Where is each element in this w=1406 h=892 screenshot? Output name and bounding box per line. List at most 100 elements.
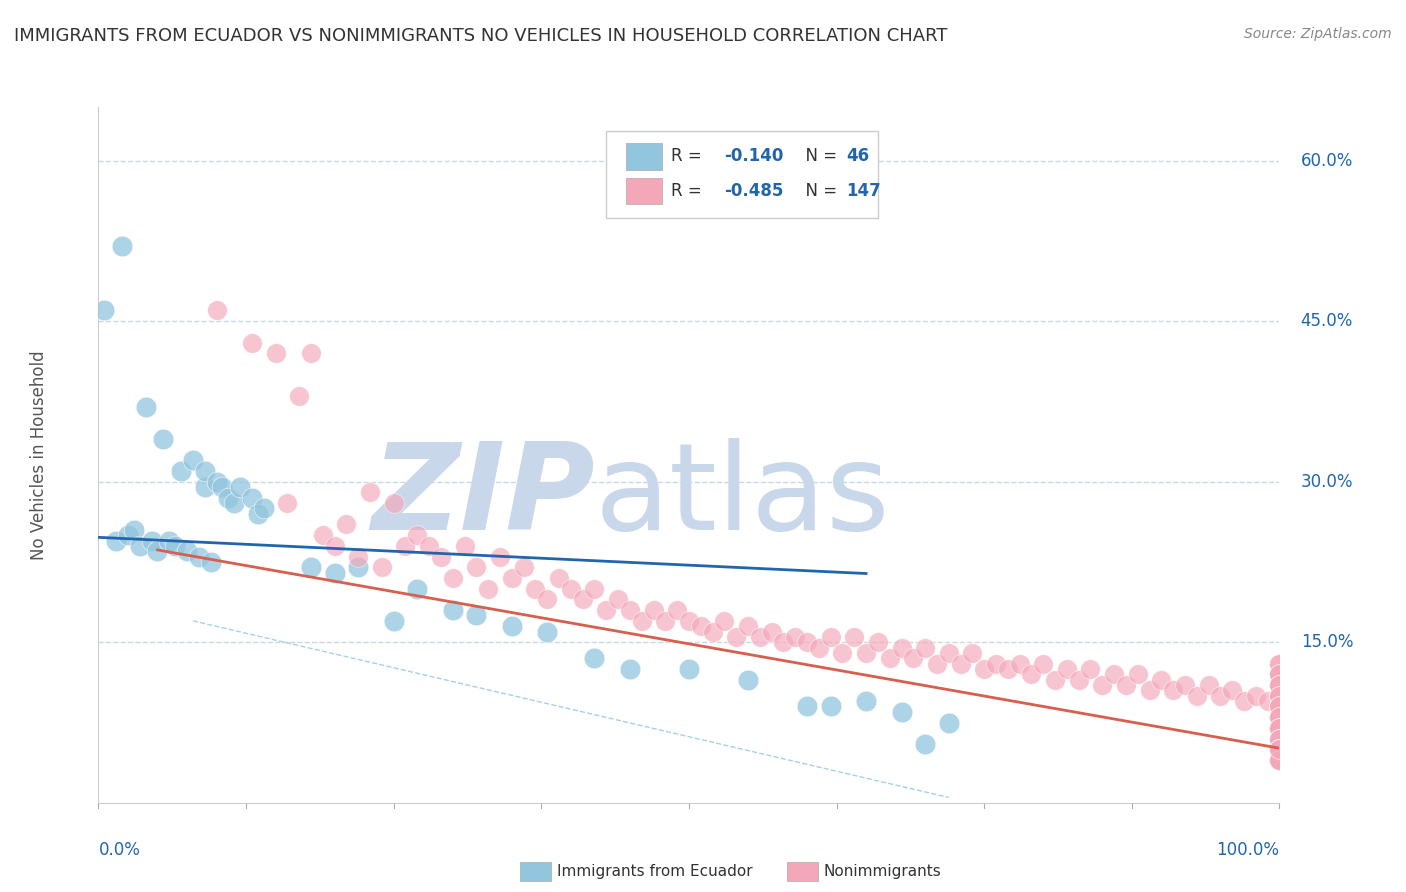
Point xyxy=(1220,683,1243,698)
FancyBboxPatch shape xyxy=(606,131,877,219)
Point xyxy=(181,453,204,467)
Text: R =: R = xyxy=(671,182,707,200)
Point xyxy=(903,651,925,665)
Point xyxy=(1198,678,1220,692)
Point xyxy=(1268,678,1291,692)
Point xyxy=(1268,678,1291,692)
Point xyxy=(93,303,115,318)
Point xyxy=(1268,742,1291,756)
Point xyxy=(1268,753,1291,767)
Point xyxy=(1268,667,1291,681)
Text: -0.485: -0.485 xyxy=(724,182,783,200)
Point xyxy=(1268,753,1291,767)
Point xyxy=(785,630,807,644)
Point xyxy=(855,694,877,708)
Text: 30.0%: 30.0% xyxy=(1301,473,1353,491)
Text: Immigrants from Ecuador: Immigrants from Ecuador xyxy=(557,864,752,879)
Point xyxy=(1268,721,1291,735)
Text: No Vehicles in Household: No Vehicles in Household xyxy=(31,350,48,560)
Point xyxy=(1268,731,1291,746)
Point xyxy=(1268,753,1291,767)
Point xyxy=(1268,721,1291,735)
Point xyxy=(240,335,263,350)
Point xyxy=(619,662,641,676)
Point xyxy=(1268,721,1291,735)
Point xyxy=(418,539,440,553)
Point xyxy=(914,640,936,655)
Point xyxy=(595,603,617,617)
Point xyxy=(1032,657,1054,671)
Point xyxy=(299,346,322,360)
Point xyxy=(807,640,830,655)
Point xyxy=(536,592,558,607)
Point xyxy=(1268,699,1291,714)
Point xyxy=(1268,742,1291,756)
Point xyxy=(1126,667,1149,681)
Point xyxy=(1268,689,1291,703)
Point xyxy=(501,571,523,585)
Point xyxy=(141,533,163,548)
Point xyxy=(796,699,818,714)
Point xyxy=(866,635,889,649)
Point xyxy=(938,715,960,730)
Text: N =: N = xyxy=(796,147,842,165)
Point xyxy=(831,646,853,660)
Text: ZIP: ZIP xyxy=(371,438,595,555)
Point xyxy=(276,496,298,510)
Point xyxy=(465,608,488,623)
Point xyxy=(170,464,193,478)
Point xyxy=(1268,657,1291,671)
Point xyxy=(489,549,512,564)
Point xyxy=(152,432,174,446)
Point xyxy=(453,539,475,553)
Point xyxy=(1268,689,1291,703)
Point xyxy=(796,635,818,649)
Point xyxy=(1056,662,1078,676)
Point xyxy=(1268,731,1291,746)
Point xyxy=(1268,742,1291,756)
Point xyxy=(135,400,157,414)
Point xyxy=(1268,678,1291,692)
Point xyxy=(394,539,416,553)
Point xyxy=(1268,667,1291,681)
Point xyxy=(323,539,346,553)
Point xyxy=(1268,710,1291,724)
Point xyxy=(536,624,558,639)
Point xyxy=(630,614,652,628)
Point xyxy=(187,549,209,564)
Point xyxy=(914,737,936,751)
Point xyxy=(312,528,335,542)
Point xyxy=(1268,721,1291,735)
Point xyxy=(1268,731,1291,746)
Point xyxy=(105,533,128,548)
Point xyxy=(1102,667,1125,681)
Point xyxy=(1067,673,1090,687)
Point xyxy=(1268,699,1291,714)
Point xyxy=(725,630,748,644)
Point xyxy=(1185,689,1208,703)
Point xyxy=(512,560,534,574)
Point xyxy=(820,630,842,644)
Text: 100.0%: 100.0% xyxy=(1216,841,1279,859)
Point xyxy=(619,603,641,617)
Point xyxy=(246,507,269,521)
Point xyxy=(1091,678,1114,692)
Point xyxy=(1268,731,1291,746)
Point xyxy=(1268,678,1291,692)
Point xyxy=(1268,710,1291,724)
Text: 15.0%: 15.0% xyxy=(1301,633,1353,651)
Point xyxy=(1080,662,1102,676)
Point xyxy=(217,491,239,505)
Point xyxy=(1268,753,1291,767)
Point xyxy=(122,523,145,537)
Point xyxy=(1268,753,1291,767)
Point xyxy=(382,614,405,628)
Point xyxy=(382,496,405,510)
Point xyxy=(205,303,228,318)
Point xyxy=(146,544,169,558)
Point xyxy=(1268,742,1291,756)
Point xyxy=(1008,657,1031,671)
Point xyxy=(678,662,700,676)
Point xyxy=(1268,742,1291,756)
Point xyxy=(1268,689,1291,703)
